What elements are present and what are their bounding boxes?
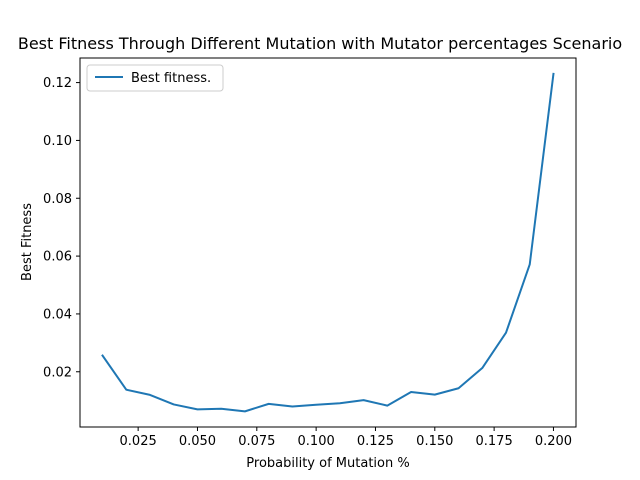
y-axis: 0.02 0.04 0.06 0.08 0.10 0.12: [43, 76, 80, 380]
y-tick-label: 0.10: [43, 134, 72, 149]
legend: Best fitness.: [86, 64, 224, 92]
y-tick-label: 0.12: [43, 76, 72, 91]
x-tick-label: 0.050: [179, 434, 216, 449]
y-tick-label: 0.02: [43, 365, 72, 380]
x-axis: 0.025 0.050 0.075 0.100 0.125 0.150 0.175 0.200: [120, 427, 572, 449]
y-tick-label: 0.04: [43, 307, 72, 322]
chart-title: Best Fitness Through Different Mutation …: [18, 34, 622, 53]
x-tick-label: 0.125: [357, 434, 394, 449]
x-tick-label: 0.075: [238, 434, 275, 449]
y-tick-label: 0.08: [43, 192, 72, 207]
legend-box: [86, 64, 224, 92]
x-tick-label: 0.100: [298, 434, 335, 449]
y-axis-label: Best Fitness: [20, 203, 35, 281]
axes-frame: [79, 57, 577, 428]
y-tick-label: 0.06: [43, 250, 72, 265]
x-tick-label: 0.025: [120, 434, 157, 449]
legend-label: Best fitness.: [131, 71, 211, 86]
x-axis-label: Probability of Mutation %: [246, 456, 409, 471]
x-tick-label: 0.175: [476, 434, 513, 449]
series-line: [101, 72, 555, 413]
plot-area: [101, 72, 555, 413]
x-tick-label: 0.150: [416, 434, 453, 449]
x-tick-label: 0.200: [535, 434, 572, 449]
